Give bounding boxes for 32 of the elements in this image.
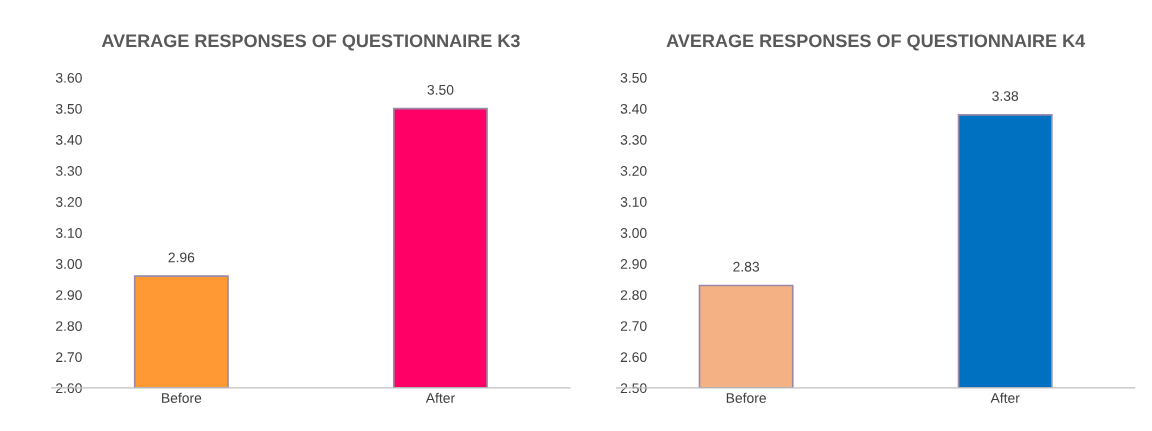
y-tick-label: 2.70 [620,321,647,332]
y-tick-label: 3.30 [620,134,647,145]
x-tick-label: After [990,392,1020,403]
data-label: 3.50 [427,84,454,95]
y-tick-label: 3.50 [55,103,82,114]
y-tick-label: 3.00 [620,228,647,238]
y-tick-label: 3.10 [620,197,647,207]
y-tick-label: 3.40 [55,134,82,145]
y-tick-label: 2.80 [56,321,82,332]
y-tick-label: 2.60 [56,383,82,394]
data-label: 2.96 [168,252,195,263]
y-tick-label: 3.30 [55,166,82,176]
y-tick-label: 2.80 [620,290,647,300]
y-tick-label: 3.00 [55,259,82,269]
x-tick-label: Before [162,392,202,403]
y-tick-label: 3.10 [55,228,82,238]
data-label: 3.38 [992,91,1019,101]
y-tick-label: 2.90 [56,290,82,300]
y-tick-label: 3.50 [620,72,647,83]
chart-title: AVERAGE RESPONSES OF QUESTIONNAIRE K4 [666,34,1086,51]
chart-title: AVERAGE RESPONSES OF QUESTIONNAIRE K3 [101,34,520,51]
y-tick-label: 3.20 [55,197,82,207]
y-tick-label: 2.50 [620,383,647,394]
y-tick-label: 2.70 [56,352,82,363]
x-tick-label: Before [726,392,766,403]
y-tick-label: 3.60 [55,72,82,83]
data-label: 2.83 [733,261,760,272]
x-tick-label: After [425,392,455,403]
y-tick-label: 2.60 [620,352,647,363]
y-tick-label: 3.40 [620,103,647,114]
y-tick-label: 2.90 [620,259,647,269]
y-tick-label: 3.20 [620,166,647,176]
